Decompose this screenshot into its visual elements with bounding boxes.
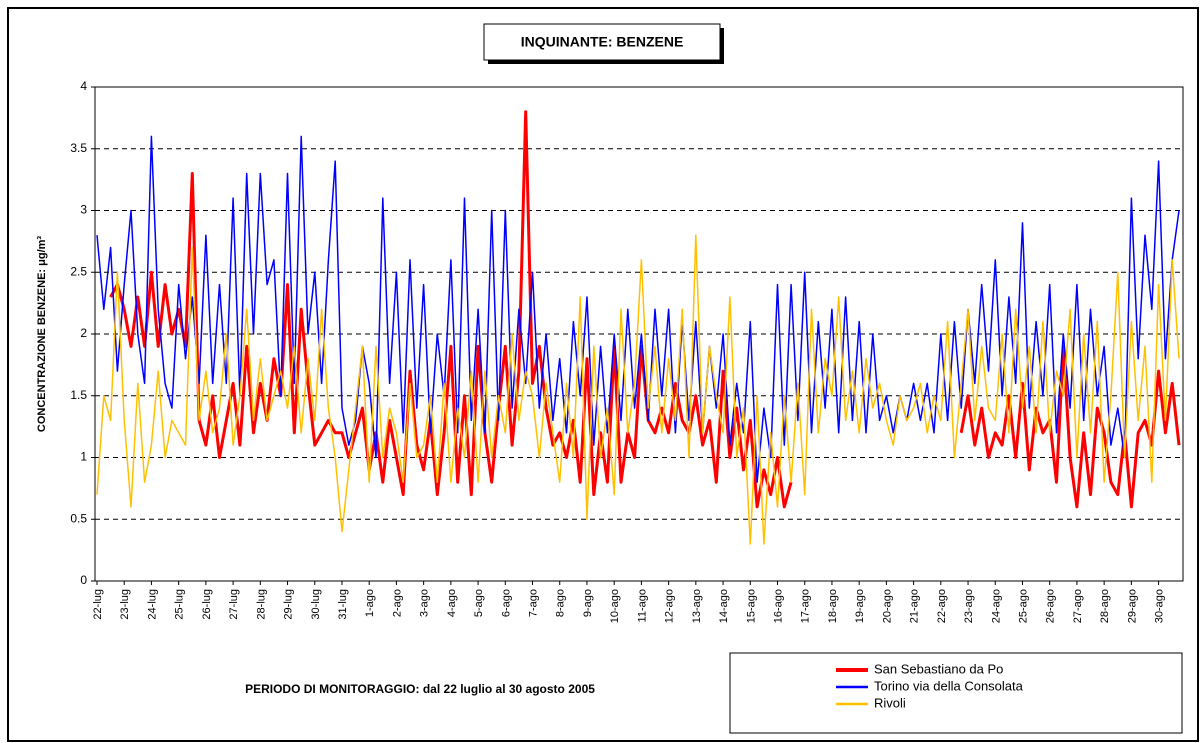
- y-tick-label: 0.5: [70, 511, 87, 525]
- x-tick-label: 23-ago: [963, 589, 975, 623]
- x-tick-label: 24-ago: [990, 589, 1002, 623]
- x-tick-label: 31-lug: [337, 589, 349, 620]
- x-tick-label: 27-ago: [1072, 589, 1084, 623]
- x-tick-label: 29-ago: [1126, 589, 1138, 623]
- legend-label: San Sebastiano da Po: [874, 661, 1003, 676]
- x-tick-label: 6-ago: [500, 589, 512, 617]
- legend-label: Rivoli: [874, 695, 906, 710]
- y-tick-label: 4: [80, 79, 87, 93]
- x-tick-label: 13-ago: [691, 589, 703, 623]
- x-tick-label: 24-lug: [146, 589, 158, 620]
- x-tick-label: 25-lug: [174, 589, 186, 620]
- x-tick-label: 20-ago: [881, 589, 893, 623]
- x-tick-label: 28-ago: [1099, 589, 1111, 623]
- x-tick-label: 2-ago: [391, 589, 403, 617]
- plot-area: [94, 86, 1184, 582]
- x-tick-label: 21-ago: [909, 589, 921, 623]
- title-box: [483, 23, 721, 61]
- x-tick-label: 19-ago: [854, 589, 866, 623]
- y-tick-label: 3.5: [70, 141, 87, 155]
- x-tick-label: 30-ago: [1154, 589, 1166, 623]
- x-tick-label: 23-lug: [119, 589, 131, 620]
- y-tick-label: 2: [80, 326, 87, 340]
- x-tick-label: 17-ago: [800, 589, 812, 623]
- x-tick-label: 15-ago: [745, 589, 757, 623]
- x-tick-label: 22-ago: [936, 589, 948, 623]
- y-tick-label: 2.5: [70, 264, 87, 278]
- legend-label: Torino via della Consolata: [874, 678, 1024, 693]
- x-tick-label: 26-ago: [1045, 589, 1057, 623]
- x-tick-label: 9-ago: [582, 589, 594, 617]
- x-tick-label: 10-ago: [609, 589, 621, 623]
- y-tick-label: 3: [80, 203, 87, 217]
- x-tick-label: 16-ago: [773, 589, 785, 623]
- x-tick-label: 28-lug: [255, 589, 267, 620]
- y-tick-label: 1.5: [70, 388, 87, 402]
- x-tick-label: 18-ago: [827, 589, 839, 623]
- y-tick-label: 0: [80, 573, 87, 587]
- x-tick-label: 7-ago: [528, 589, 540, 617]
- x-tick-label: 3-ago: [419, 589, 431, 617]
- x-tick-label: 1-ago: [364, 589, 376, 617]
- x-tick-label: 8-ago: [555, 589, 567, 617]
- series-line: [96, 135, 1180, 483]
- x-tick-label: 4-ago: [446, 589, 458, 617]
- x-tick-label: 5-ago: [473, 589, 485, 617]
- x-tick-label: 27-lug: [228, 589, 240, 620]
- x-tick-label: 29-lug: [283, 589, 295, 620]
- x-tick-label: 14-ago: [718, 589, 730, 623]
- legend-box: [729, 652, 1183, 734]
- x-tick-label: 12-ago: [664, 589, 676, 623]
- x-tick-label: 25-ago: [1017, 589, 1029, 623]
- x-tick-label: 26-lug: [201, 589, 213, 620]
- series-line: [96, 234, 1180, 545]
- x-tick-label: 11-ago: [636, 589, 648, 622]
- x-tick-label: 22-lug: [92, 589, 104, 620]
- footnote: PERIODO DI MONITORAGGIO: dal 22 luglio a…: [245, 682, 595, 696]
- chart-title: INQUINANTE: BENZENE: [521, 34, 684, 50]
- x-tick-label: 30-lug: [310, 589, 322, 620]
- y-tick-label: 1: [80, 450, 87, 464]
- y-axis-label: CONCENTRAZIONE BENZENE: μg/m³: [36, 236, 48, 433]
